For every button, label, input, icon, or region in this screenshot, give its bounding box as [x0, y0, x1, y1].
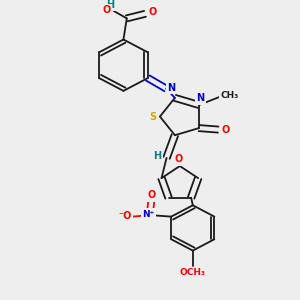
Text: O: O [148, 190, 156, 200]
Text: S: S [149, 112, 156, 122]
Text: CH₃: CH₃ [221, 91, 239, 100]
Text: N: N [196, 93, 205, 103]
Text: N⁺: N⁺ [142, 210, 154, 219]
Text: O: O [174, 154, 182, 164]
Text: ⁻O: ⁻O [118, 211, 132, 221]
Text: O: O [102, 5, 110, 15]
Text: H: H [106, 0, 114, 10]
Text: O: O [221, 124, 230, 135]
Text: OCH₃: OCH₃ [180, 268, 206, 278]
Text: H: H [153, 152, 161, 161]
Text: N: N [167, 83, 175, 93]
Text: O: O [148, 7, 156, 17]
